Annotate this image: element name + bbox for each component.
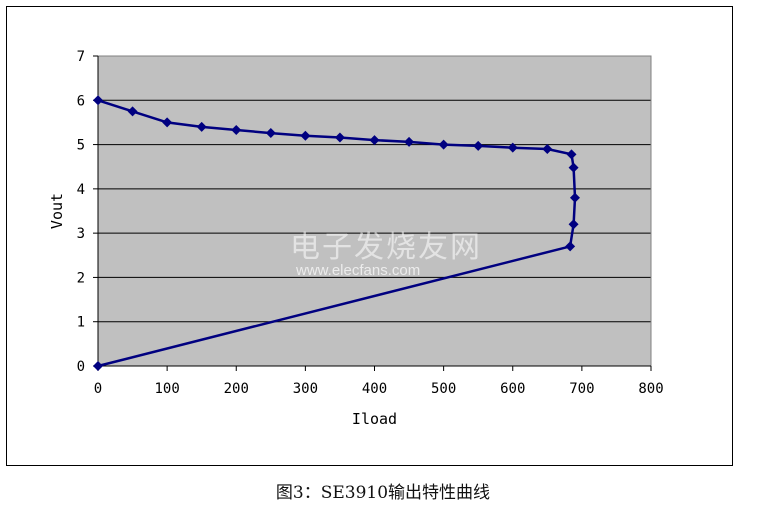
data-point-marker-0-1	[127, 106, 138, 117]
data-point-marker-0-2	[162, 117, 173, 128]
data-point-marker-0-7	[334, 132, 345, 143]
figure-caption: 图3：SE3910输出特性曲线	[275, 483, 491, 503]
data-point-marker-0-15	[568, 162, 579, 173]
data-point-marker-0-19	[93, 361, 103, 371]
watermark-url: www.elecfans.com	[296, 262, 421, 279]
data-point-marker-0-5	[265, 128, 276, 139]
data-point-marker-0-3	[196, 121, 207, 132]
data-point-marker-0-14	[566, 149, 577, 160]
data-point-marker-0-4	[231, 124, 242, 135]
data-point-marker-0-18	[565, 241, 576, 252]
data-point-marker-0-10	[438, 139, 449, 150]
x-tick-label-100: 100	[154, 381, 179, 397]
data-point-marker-0-0	[93, 95, 103, 106]
y-tick-label-6: 6	[77, 93, 85, 109]
x-tick-label-800: 800	[638, 381, 663, 397]
y-tick-label-5: 5	[77, 138, 85, 154]
watermark-logo: 电子发烧友网	[290, 230, 482, 265]
data-point-marker-0-6	[300, 130, 311, 141]
x-axis-title: Iload	[352, 410, 397, 428]
data-point-marker-0-17	[568, 219, 579, 230]
x-tick-label-700: 700	[569, 381, 594, 397]
data-point-marker-0-11	[473, 140, 484, 151]
x-tick-label-0: 0	[94, 381, 102, 397]
y-tick-label-7: 7	[77, 49, 85, 65]
x-tick-label-600: 600	[500, 381, 525, 397]
y-tick-label-0: 0	[77, 359, 85, 375]
plot-area	[98, 56, 651, 366]
series-line-0	[97, 99, 577, 368]
y-tick-label-3: 3	[77, 226, 85, 242]
y-tick-label-1: 1	[77, 315, 85, 331]
data-point-marker-0-13	[542, 144, 553, 154]
data-point-marker-0-12	[507, 142, 518, 153]
data-point-marker-0-9	[404, 136, 415, 147]
x-tick-label-400: 400	[362, 381, 387, 397]
x-tick-label-200: 200	[224, 381, 249, 397]
data-point-marker-0-8	[369, 135, 380, 146]
y-tick-label-4: 4	[77, 182, 85, 198]
data-point-marker-0-16	[569, 192, 580, 203]
y-axis-title: Vout	[48, 193, 66, 229]
y-tick-label-2: 2	[77, 270, 85, 286]
x-tick-label-300: 300	[293, 381, 318, 397]
x-tick-label-500: 500	[431, 381, 456, 397]
